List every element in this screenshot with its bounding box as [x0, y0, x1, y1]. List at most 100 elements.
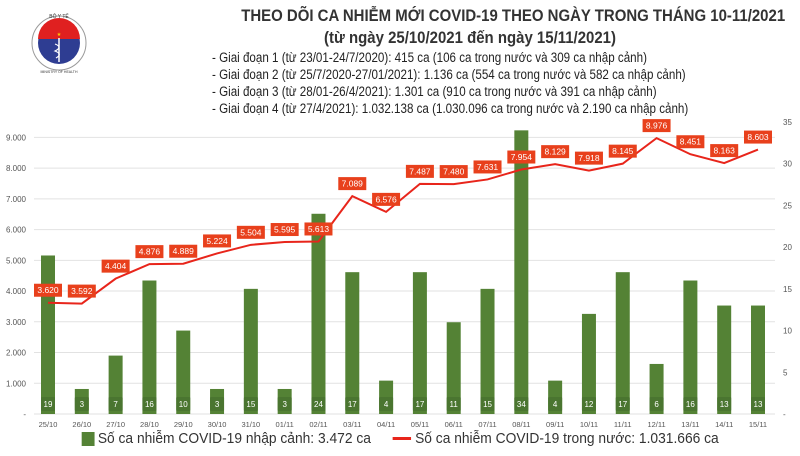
bar-label-box	[345, 397, 360, 411]
line-label: 5.613	[308, 224, 330, 234]
bar-label-box	[446, 397, 461, 411]
bar-label: 17	[618, 400, 627, 409]
line-label: 7.631	[477, 162, 499, 172]
x-tick-label: 03/11	[343, 420, 361, 429]
bar-label-box	[412, 397, 427, 411]
x-tick-label: 05/11	[411, 420, 429, 429]
line-label: 8.129	[545, 147, 567, 157]
logo-text-bottom: MINISTRY OF HEALTH	[41, 70, 78, 74]
bar-label-box	[277, 397, 292, 411]
bar-label-box	[581, 397, 596, 411]
bar-label: 13	[720, 400, 729, 409]
line-label: 7.487	[409, 166, 431, 176]
bar-label: 4	[553, 400, 558, 409]
line-label-box	[203, 234, 232, 248]
chart-title: THEO DÕI CA NHIỄM MỚI COVID-19 THEO NGÀY…	[241, 6, 786, 25]
legend-label-domestic: Số ca nhiễm COVID-19 trong nước: 1.031.6…	[415, 430, 719, 447]
line-label-box	[338, 177, 367, 191]
right-tick-label: 25	[783, 201, 792, 210]
x-tick-label: 12/11	[647, 420, 665, 429]
line-label-box	[710, 144, 739, 158]
bar-label: 16	[686, 400, 695, 409]
line-label: 4.889	[173, 246, 195, 256]
line-label-box	[507, 150, 536, 164]
legend-swatch-bar	[81, 431, 95, 446]
line-series	[47, 136, 759, 305]
line-label-box	[744, 130, 772, 144]
bar-label: 13	[754, 400, 763, 409]
legend-item-imported: Số ca nhiễm COVID-19 nhập cảnh: 3.472 ca	[81, 430, 371, 447]
line-label-box	[541, 145, 570, 159]
line-label: 7.089	[342, 179, 364, 189]
bar-label: 3	[80, 400, 85, 409]
bar	[446, 322, 461, 414]
line-label-box	[304, 222, 333, 236]
x-tick-label: 08/11	[512, 420, 530, 429]
left-tick-label: 2.000	[6, 349, 27, 358]
x-tick-label: 02/11	[309, 420, 327, 429]
line-label: 6.576	[375, 194, 397, 204]
line-label-box	[574, 151, 603, 165]
bar-label-box	[615, 397, 630, 411]
line-label-box	[405, 164, 434, 178]
legend-swatch-line	[392, 437, 412, 440]
bar-label: 4	[384, 400, 389, 409]
svg-text:★: ★	[57, 32, 62, 38]
x-tick-label: 13/11	[681, 420, 699, 429]
left-tick-label: -	[23, 410, 26, 419]
bar-label: 24	[314, 400, 323, 409]
bar-label: 34	[517, 400, 526, 409]
bar-label-box	[142, 397, 157, 411]
right-tick-label: 5	[783, 368, 788, 377]
legend-label-imported: Số ca nhiễm COVID-19 nhập cảnh: 3.472 ca	[97, 430, 371, 447]
left-tick-label: 9.000	[6, 133, 27, 142]
x-tick-label: 29/10	[174, 420, 193, 429]
bar-label: 3	[215, 400, 220, 409]
x-tick-label: 09/11	[546, 420, 564, 429]
bar-label-box	[243, 397, 258, 411]
line-label: 8.163	[714, 146, 736, 156]
phase-3: - Giai đoạn 3 (từ 28/01-26/4/2021): 1.30…	[212, 84, 657, 99]
line-label-box	[101, 259, 130, 273]
line-label-box	[473, 160, 502, 174]
bar-label-box	[514, 397, 529, 411]
bar-label: 6	[654, 400, 659, 409]
line-label-box	[135, 245, 164, 259]
left-tick-label: 6.000	[6, 226, 27, 235]
bar	[751, 305, 765, 414]
bar-label: 3	[282, 400, 287, 409]
line-label: 4.876	[139, 247, 161, 257]
right-tick-label: 15	[783, 285, 792, 294]
bar	[717, 305, 732, 414]
line-label-box	[67, 284, 96, 298]
x-tick-label: 26/10	[72, 420, 91, 429]
bar-label-box	[41, 397, 55, 411]
bar-label: 10	[179, 400, 188, 409]
phase-2: - Giai đoạn 2 (từ 25/7/2020-27/01/2021):…	[212, 67, 686, 82]
line-label: 3.592	[71, 286, 93, 296]
line-label: 5.595	[274, 225, 296, 235]
bar-label-box	[176, 397, 191, 411]
x-tick-label: 06/11	[445, 420, 463, 429]
line-label-box	[372, 192, 401, 206]
line-label-box	[676, 135, 705, 149]
bar-label-box	[480, 397, 495, 411]
phase-1: - Giai đoạn 1 (từ 23/01-24/7/2020): 415 …	[212, 50, 647, 65]
left-tick-label: 8.000	[6, 164, 27, 173]
x-tick-label: 31/10	[241, 420, 260, 429]
left-tick-label: 4.000	[6, 287, 27, 296]
line-label-box	[169, 244, 198, 258]
right-tick-label: 10	[783, 327, 792, 336]
chart-subtitle: (từ ngày 25/10/2021 đến ngày 15/11/2021)	[324, 28, 616, 47]
line-label: 8.145	[612, 146, 634, 156]
x-tick-label: 27/10	[106, 420, 125, 429]
x-tick-label: 01/11	[276, 420, 294, 429]
bar-label: 11	[450, 400, 459, 409]
left-tick-label: 3.000	[6, 318, 27, 327]
right-tick-label: 30	[783, 160, 792, 169]
bar-label-box	[311, 397, 326, 411]
line-label-box	[608, 144, 637, 158]
bar-label-box	[649, 397, 664, 411]
bar	[345, 272, 360, 414]
left-tick-label: 7.000	[6, 195, 27, 204]
